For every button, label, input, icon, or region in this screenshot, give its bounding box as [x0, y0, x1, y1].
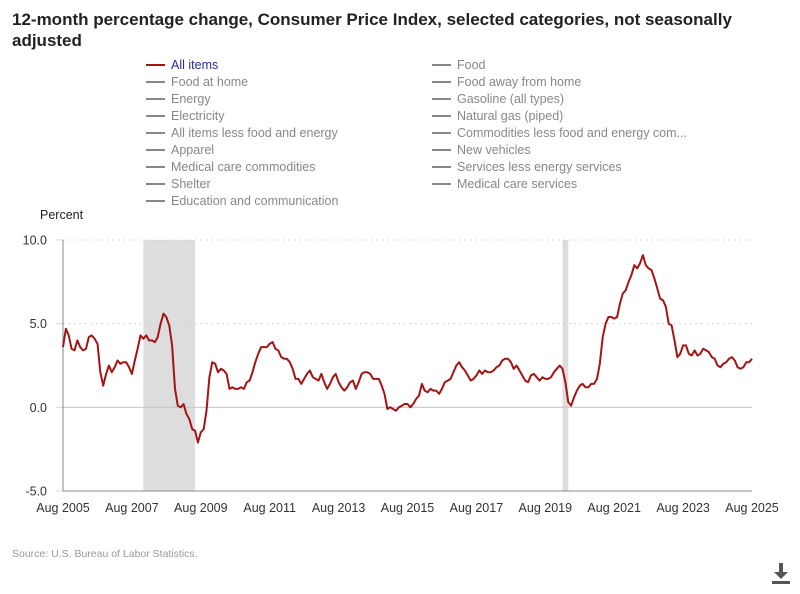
y-axis-label: Percent [40, 208, 84, 222]
legend-item[interactable]: Commodities less food and energy com... [432, 124, 687, 141]
legend-swatch [146, 149, 165, 151]
legend-label: Shelter [171, 177, 211, 192]
legend-label: Food [457, 57, 486, 72]
legend-swatch [432, 149, 451, 151]
legend-swatch [146, 183, 165, 186]
legend-item[interactable]: Food [432, 56, 486, 73]
legend-label: Medical care services [457, 177, 578, 192]
legend-label: Apparel [171, 143, 215, 157]
legend-label: Food away from home [457, 74, 582, 89]
legend-label: Energy [171, 91, 211, 106]
legend-swatch [432, 80, 451, 83]
series-line-all-items [62, 254, 753, 444]
legend-label: Commodities less food and energy com... [457, 125, 687, 140]
legend-swatch [146, 80, 165, 83]
legend-label: Food at home [171, 74, 249, 89]
x-tick-label: Aug 2005 [36, 501, 90, 515]
legend-swatch [146, 166, 165, 169]
x-tick-label: Aug 2015 [381, 501, 435, 515]
legend-label: Medical care commodities [171, 160, 316, 175]
legend-label: All items [171, 57, 219, 72]
x-tick-label: Aug 2021 [587, 501, 641, 515]
legend-item[interactable]: Food away from home [432, 73, 581, 90]
y-tick-label: 10.0 [23, 234, 47, 248]
x-tick-label: Aug 2023 [656, 501, 710, 515]
legend-label: All items less food and energy [171, 125, 338, 140]
legend-swatch [432, 63, 451, 66]
legend-item[interactable]: Gasoline (all types) [432, 90, 564, 107]
legend-label: New vehicles [457, 143, 531, 157]
legend-swatch [146, 131, 165, 134]
recession-shading [562, 240, 569, 491]
recession-shading [143, 240, 196, 491]
x-tick-label: Aug 2011 [243, 501, 296, 515]
download-button[interactable] [770, 561, 792, 585]
legend-item[interactable]: Apparel [146, 142, 214, 159]
legend-item[interactable]: Services less energy services [432, 159, 622, 176]
x-tick-label: Aug 2013 [312, 501, 366, 515]
legend-swatch [432, 166, 451, 169]
legend-item[interactable]: Energy [146, 90, 211, 107]
x-tick-label: Aug 2025 [725, 501, 779, 515]
legend-item[interactable]: Shelter [146, 176, 211, 193]
legend-swatch [432, 97, 451, 100]
legend-label: Gasoline (all types) [457, 91, 564, 106]
legend-swatch [146, 97, 165, 100]
legend-label: Education and communication [171, 194, 339, 209]
legend-item[interactable]: Food at home [146, 73, 248, 90]
legend-item[interactable]: New vehicles [432, 142, 531, 159]
legend-swatch [146, 200, 165, 203]
download-icon [772, 563, 790, 584]
legend-item[interactable]: Medical care services [432, 176, 577, 193]
x-tick-label: Aug 2017 [450, 501, 504, 515]
legend-swatch [432, 114, 451, 117]
y-tick-label: 5.0 [30, 317, 47, 331]
legend-swatch [146, 114, 165, 117]
legend-label: Services less energy services [457, 160, 622, 175]
source-note: Source: U.S. Bureau of Labor Statistics. [12, 548, 198, 560]
y-tick-label: -5.0 [25, 485, 47, 499]
x-tick-label: Aug 2007 [105, 501, 159, 515]
legend-item[interactable]: All items [146, 56, 218, 73]
x-tick-label: Aug 2019 [519, 501, 573, 515]
legend-swatch [146, 63, 165, 66]
legend-item[interactable]: All items less food and energy [146, 124, 338, 141]
x-tick-label: Aug 2009 [174, 501, 228, 515]
legend-label: Natural gas (piped) [457, 108, 564, 123]
legend-item[interactable]: Medical care commodities [146, 159, 316, 176]
legend-swatch [432, 131, 451, 134]
y-tick-label: 0.0 [30, 401, 47, 415]
legend-item[interactable]: Education and communication [146, 193, 338, 210]
legend-item[interactable]: Natural gas (piped) [432, 107, 563, 124]
chart-title: 12-month percentage change, Consumer Pri… [12, 10, 732, 50]
legend-swatch [432, 183, 451, 186]
legend-label: Electricity [171, 108, 225, 123]
legend-item[interactable]: Electricity [146, 107, 224, 124]
